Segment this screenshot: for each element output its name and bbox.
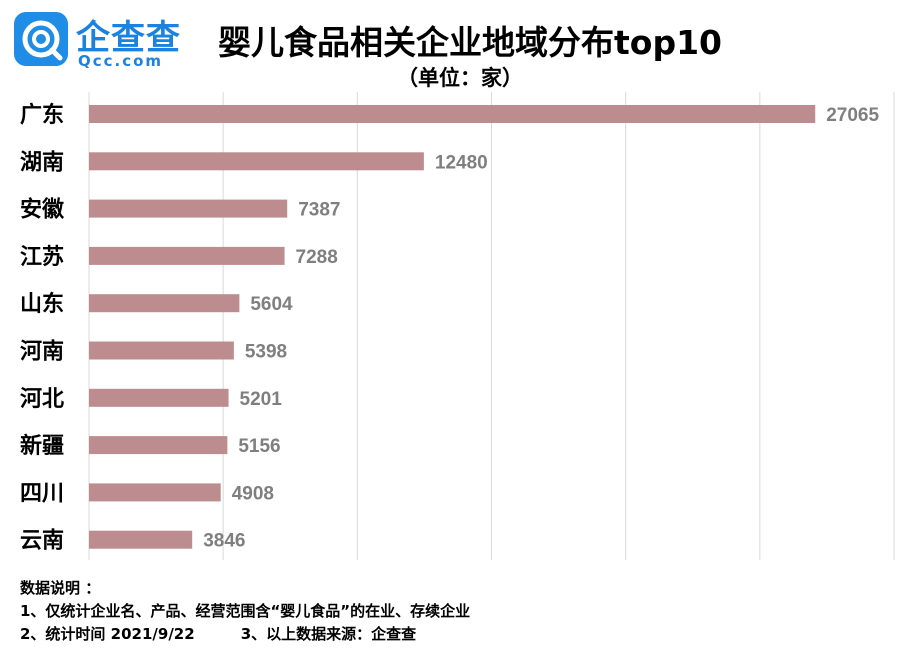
bar-chart: 广东 27065 湖南 12480 安徽 7387 江苏 7288 山东 5604 河南 5398 河北…: [20, 92, 895, 560]
bar: [89, 294, 240, 313]
category-label: 河北: [20, 387, 64, 412]
bar: [89, 530, 193, 549]
chart-title: 婴儿食品相关企业地域分布top10: [218, 23, 722, 62]
category-label: 江苏: [20, 244, 64, 270]
category-label: 湖南: [20, 150, 64, 175]
qcc-logo-icon: [14, 12, 68, 66]
category-label: 山东: [20, 291, 64, 317]
category-label: 安徽: [20, 197, 65, 223]
value-label: 5604: [250, 294, 293, 315]
category-label: 新疆: [20, 433, 64, 459]
bar: [89, 341, 234, 360]
bar: [89, 152, 424, 171]
category-label: 四川: [20, 481, 64, 506]
value-label: 12480: [435, 152, 488, 173]
value-label: 7387: [298, 200, 340, 221]
value-label: 5201: [240, 389, 283, 410]
chart-unit: （单位：家）: [397, 66, 523, 90]
value-label: 4908: [232, 483, 274, 504]
notes-line-1: 1、仅统计企业名、产品、经营范围含“婴儿食品”的在业、存续企业: [20, 602, 471, 620]
bar: [89, 483, 221, 502]
notes-line-2a: 2、统计时间 2021/9/22: [20, 625, 195, 643]
value-label: 5156: [238, 436, 280, 457]
bar: [89, 388, 229, 407]
data-notes: 数据说明 ： 1、仅统计企业名、产品、经营范围含“婴儿食品”的在业、存续企业 2…: [20, 577, 470, 646]
logo-en-text: Qcc.com: [78, 52, 164, 70]
notes-heading: 数据说明 ：: [20, 579, 101, 597]
bar: [89, 105, 816, 123]
value-label: 7288: [296, 247, 338, 268]
qcc-logo: 企查查 Qcc.com: [14, 12, 184, 70]
value-label: 27065: [826, 105, 879, 126]
category-label: 云南: [20, 529, 64, 554]
notes-line-2b: 3、以上数据来源：企查查: [240, 625, 417, 643]
category-label: 河南: [20, 340, 64, 365]
category-label: 广东: [20, 102, 64, 128]
bar: [89, 199, 288, 218]
value-label: 3846: [203, 531, 245, 552]
logo-cn-text: 企查查: [76, 18, 181, 58]
value-label: 5398: [245, 342, 287, 363]
bars: 广东 27065 湖南 12480 安徽 7387 江苏 7288 山东 5604 河南 5398 河北…: [20, 102, 880, 554]
bar: [89, 436, 228, 455]
notes-line-2: 2、统计时间 2021/9/22 3、以上数据来源：企查查: [20, 623, 470, 646]
bar: [89, 246, 285, 265]
